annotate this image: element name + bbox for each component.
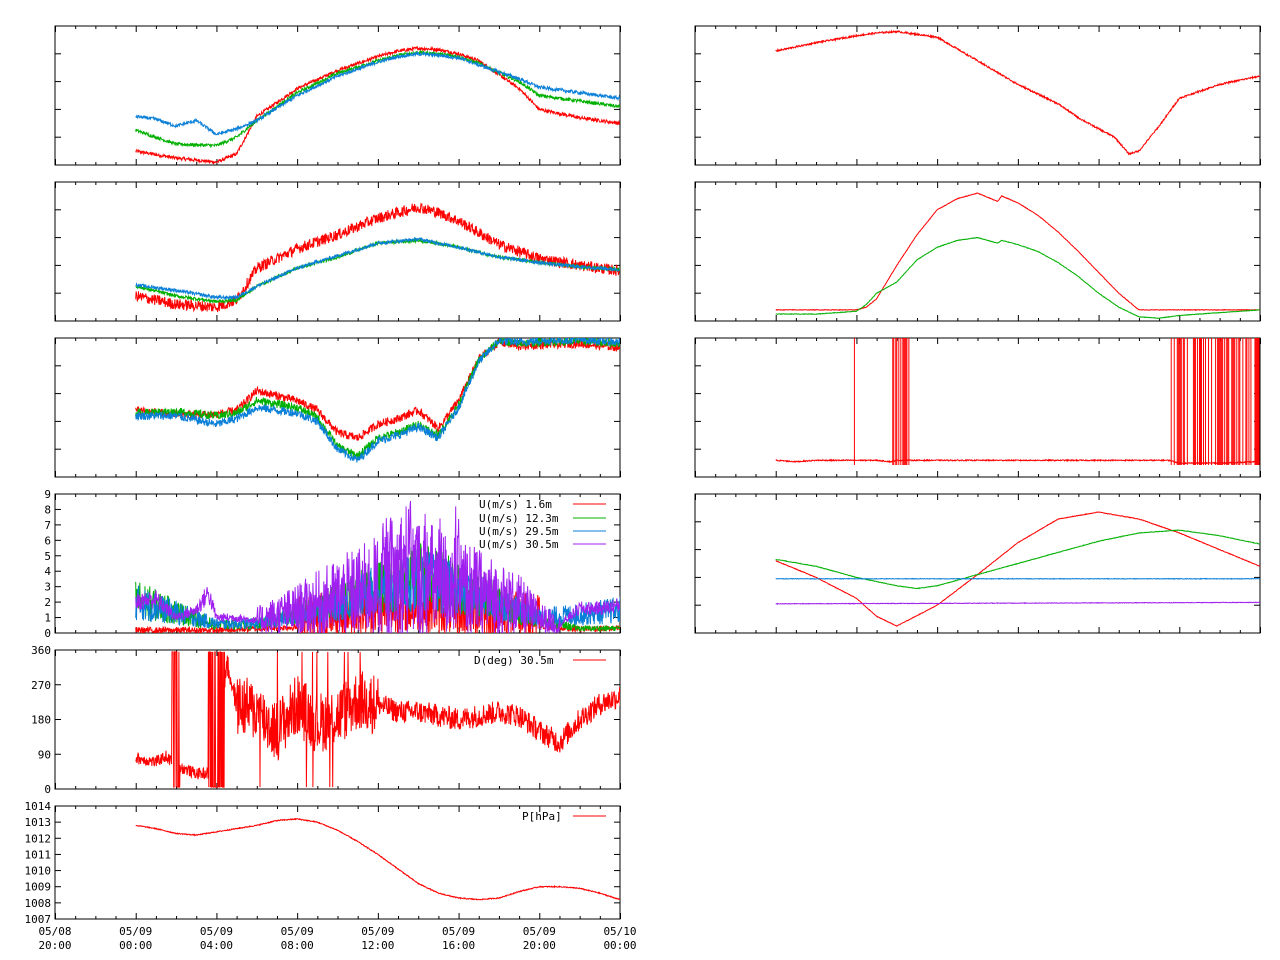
y-tick-label: 1010 bbox=[25, 865, 52, 878]
y-tick-label: 360 bbox=[31, 644, 51, 657]
plot-frame bbox=[694, 337, 1261, 478]
panel-l2 bbox=[54, 181, 621, 322]
legend-wind-direction: D(deg) 30.5m bbox=[474, 654, 554, 667]
panel-l4: 0 1 2 3 4 5 6 7 8 9 bbox=[44, 488, 621, 640]
y-tick-label: 2 bbox=[44, 596, 51, 609]
x-tick-time: 08:00 bbox=[281, 939, 314, 952]
series-line-l5-red bbox=[135, 651, 620, 788]
plot-frame bbox=[54, 181, 621, 322]
legend-label-u-30-5m: U(m/s) 30.5m bbox=[479, 538, 559, 551]
x-tick-time: 00:00 bbox=[603, 939, 636, 952]
series-line-r1-red bbox=[775, 29, 1260, 156]
series-line-r2-green bbox=[775, 236, 1260, 320]
x-tick-time: 20:00 bbox=[38, 939, 71, 952]
y-tick-label: 1013 bbox=[25, 816, 52, 829]
legend-label-u-1-6m: U(m/s) 1.6m bbox=[479, 498, 552, 511]
y-tick-label: 0 bbox=[44, 627, 51, 640]
series-line-r3-red bbox=[775, 458, 1260, 465]
y-tick-label: 1007 bbox=[25, 913, 52, 926]
y-tick-label: 0 bbox=[44, 783, 51, 796]
legend-label-u-29-5m: U(m/s) 29.5m bbox=[479, 525, 559, 538]
legend-wind-speed: U(m/s) 1.6m U(m/s) 12.3m U(m/s) 29.5m U(… bbox=[479, 498, 559, 551]
x-tick-date: 05/09 bbox=[523, 925, 556, 938]
series-line-r2-red bbox=[775, 192, 1260, 312]
panel-r1 bbox=[694, 25, 1261, 166]
series-line-l2-blue bbox=[135, 237, 620, 301]
panel-r2 bbox=[694, 181, 1261, 322]
x-tick-date: 05/10 bbox=[603, 925, 636, 938]
x-tick-date: 05/08 bbox=[38, 925, 71, 938]
x-tick-time: 04:00 bbox=[200, 939, 233, 952]
x-tick-time: 00:00 bbox=[119, 939, 152, 952]
series-line-l6-red bbox=[135, 817, 620, 901]
y-tick-label: 270 bbox=[31, 679, 51, 692]
panel-l1 bbox=[54, 25, 621, 166]
x-tick-time: 16:00 bbox=[442, 939, 475, 952]
series-line-l1-red bbox=[135, 45, 620, 165]
y-tick-label: 1014 bbox=[25, 800, 52, 813]
legend-pressure: P[hPa] bbox=[522, 810, 562, 823]
x-axis-tick-labels: 05/0820:0005/0900:0005/0904:0005/0908:00… bbox=[38, 925, 636, 952]
series-line-r4-green bbox=[775, 529, 1260, 590]
y-tick-label: 1011 bbox=[25, 848, 52, 861]
y-tick-label: 9 bbox=[44, 488, 51, 501]
panel-l5: 0 90 180 270 360 bbox=[31, 644, 621, 796]
x-tick-date: 05/09 bbox=[200, 925, 233, 938]
y-tick-label: 180 bbox=[31, 714, 51, 727]
y-tick-label: 7 bbox=[44, 519, 51, 532]
panel-l6: 1007 1008 1009 1010 1011 1012 1013 1014 bbox=[25, 800, 621, 926]
panel-l3 bbox=[54, 337, 621, 478]
y-tick-label: 1012 bbox=[25, 832, 52, 845]
x-tick-time: 20:00 bbox=[523, 939, 556, 952]
y-tick-label: 6 bbox=[44, 534, 51, 547]
plot-frame bbox=[694, 181, 1261, 322]
series-line-l3-blue bbox=[135, 338, 620, 463]
panel-r4 bbox=[694, 493, 1261, 634]
series-line-r4-blue bbox=[775, 577, 1260, 580]
plot-frame bbox=[694, 493, 1261, 634]
legend-label-u-12-3m: U(m/s) 12.3m bbox=[479, 512, 559, 525]
plot-frame bbox=[54, 337, 621, 478]
x-tick-date: 05/09 bbox=[119, 925, 152, 938]
panel-r3 bbox=[694, 337, 1261, 478]
x-tick-time: 12:00 bbox=[361, 939, 394, 952]
series-line-r4-red bbox=[775, 511, 1260, 627]
legend-label-p-hpa: P[hPa] bbox=[522, 810, 562, 823]
plot-frame bbox=[54, 25, 621, 166]
series-line-l4-purple bbox=[135, 500, 620, 633]
x-tick-date: 05/09 bbox=[442, 925, 475, 938]
y-tick-label: 5 bbox=[44, 550, 51, 563]
x-tick-date: 05/09 bbox=[281, 925, 314, 938]
y-tick-label: 8 bbox=[44, 503, 51, 516]
series-line-r4-purple bbox=[775, 601, 1260, 605]
series-line-l1-green bbox=[135, 49, 620, 149]
y-tick-label: 1 bbox=[44, 612, 51, 625]
y-tick-label: 1008 bbox=[25, 897, 52, 910]
series-line-l4-red bbox=[135, 584, 620, 633]
x-tick-date: 05/09 bbox=[361, 925, 394, 938]
y-tick-label: 3 bbox=[44, 581, 51, 594]
series-line-l2-green bbox=[135, 238, 620, 305]
y-tick-label: 1009 bbox=[25, 881, 52, 894]
plot-frame bbox=[694, 25, 1261, 166]
legend-label-d-deg: D(deg) 30.5m bbox=[474, 654, 554, 667]
y-tick-label: 4 bbox=[44, 565, 51, 578]
series-line-l1-blue bbox=[135, 51, 620, 136]
y-tick-label: 90 bbox=[38, 748, 51, 761]
